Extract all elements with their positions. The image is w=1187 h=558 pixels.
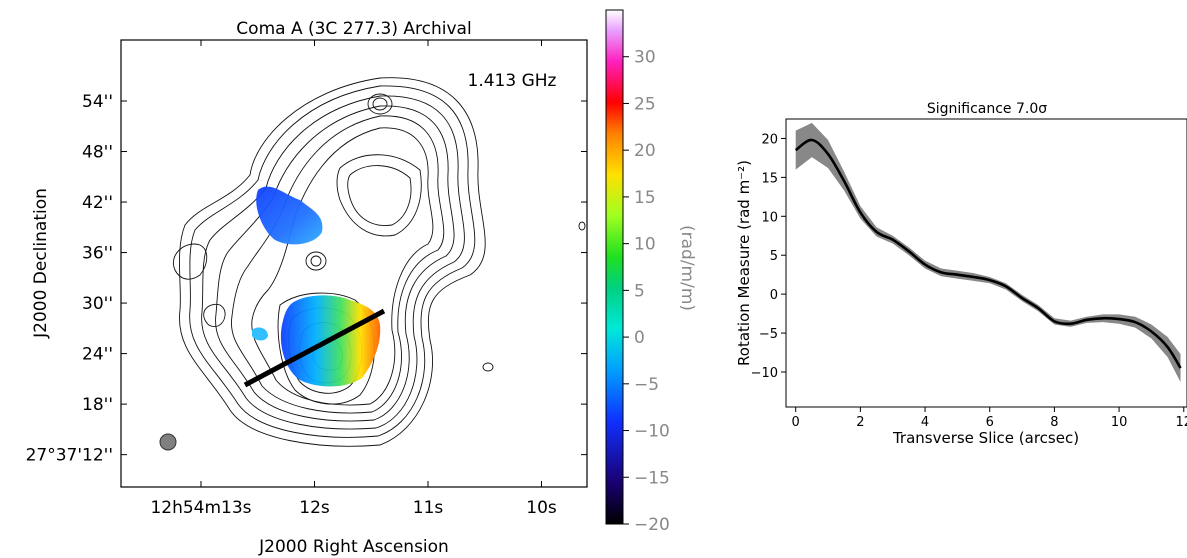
map-y-tick-label: 18'' xyxy=(82,395,113,415)
profile-y-tick-label: −5 xyxy=(759,327,778,342)
profile-y-tick-label: 20 xyxy=(761,132,778,147)
rm-patch-north xyxy=(256,186,323,245)
rm-map-panel: Coma A (3C 277.3) Archival xyxy=(26,19,588,557)
map-x-tick-label: 12s xyxy=(299,498,330,518)
colorbar-tick-label: −5 xyxy=(634,375,659,395)
profile-y-tick-label: 15 xyxy=(761,171,778,186)
colorbar-tick-label: 25 xyxy=(634,94,656,114)
colorbar-tick-label: −10 xyxy=(634,422,670,442)
profile-x-tick-label: 12 xyxy=(1175,415,1187,430)
contours xyxy=(173,77,586,447)
map-y-tick-label: 42'' xyxy=(82,193,113,213)
colorbar: 30 25 20 15 10 5 0 −5 −10 −15 −20 (rad/m/m) xyxy=(605,9,697,535)
map-y-label: J2000 Declination xyxy=(31,188,51,339)
beam-ellipse xyxy=(159,433,177,451)
profile-x-tick-label: 4 xyxy=(921,415,929,430)
colorbar-gradient xyxy=(605,9,624,525)
profile-title: Significance 7.0σ xyxy=(927,101,1047,117)
colorbar-tick-label: 30 xyxy=(634,48,656,68)
profile-x-tick-label: 8 xyxy=(1050,415,1058,430)
profile-y-tick-label: 10 xyxy=(761,210,778,225)
map-y-tick-label: 54'' xyxy=(82,92,113,112)
map-x-tick-label: 12h54m13s xyxy=(150,498,251,518)
map-x-tick-label: 10s xyxy=(526,498,557,518)
profile-y-tick-label: 0 xyxy=(770,288,778,303)
profile-x-tick-label: 6 xyxy=(986,415,994,430)
map-x-label: J2000 Right Ascension xyxy=(258,537,449,557)
colorbar-label: (rad/m/m) xyxy=(677,225,697,311)
map-frame xyxy=(120,39,588,488)
map-y-tick-label: 36'' xyxy=(82,244,113,264)
colorbar-tick-label: −15 xyxy=(634,468,670,488)
rm-profile-panel: Significance 7.0σ 0 2 4 6 8 10 12 20 15 10 5 0 −5 −10… xyxy=(735,101,1187,447)
map-y-tick-label: 48'' xyxy=(82,143,113,163)
colorbar-tick-label: 5 xyxy=(634,281,645,301)
map-y-tick-label: 30'' xyxy=(82,294,113,314)
profile-plot: 0 2 4 6 8 10 12 20 15 10 5 0 −5 −10 xyxy=(751,122,1187,430)
map-axes: 12h54m13s 12s 11s 10s 54'' 48'' 42'' 36'' 30'' 24… xyxy=(26,40,587,518)
map-x-tick-label: 11s xyxy=(413,498,444,518)
slice-line xyxy=(243,308,386,388)
colorbar-tick-label: −20 xyxy=(634,515,670,535)
profile-x-tick-label: 0 xyxy=(792,415,800,430)
profile-x-tick-label: 2 xyxy=(856,415,864,430)
colorbar-ticks: 30 25 20 15 10 5 0 −5 −10 −15 −20 xyxy=(623,48,670,535)
frequency-label: 1.413 GHz xyxy=(468,71,557,91)
colorbar-tick-label: 10 xyxy=(634,235,656,255)
map-y-tick-label: 27°37'12'' xyxy=(26,446,113,466)
profile-x-tick-label: 10 xyxy=(1111,415,1128,430)
rm-series-line xyxy=(794,138,1182,369)
map-title: Coma A (3C 277.3) Archival xyxy=(236,19,471,39)
colorbar-tick-label: 0 xyxy=(634,328,645,348)
rm-patch-small xyxy=(252,327,268,341)
profile-y-tick-label: −10 xyxy=(751,366,778,381)
radio-source xyxy=(159,77,586,451)
profile-x-label: Transverse Slice (arcsec) xyxy=(892,429,1079,447)
profile-frame xyxy=(785,118,1187,408)
error-band xyxy=(795,122,1181,383)
profile-y-label: Rotation Measure (rad m⁻²) xyxy=(735,160,753,366)
colorbar-tick-label: 15 xyxy=(634,188,656,208)
colorbar-tick-label: 20 xyxy=(634,141,656,161)
profile-y-tick-label: 5 xyxy=(770,249,778,264)
map-y-tick-label: 24'' xyxy=(82,345,113,365)
